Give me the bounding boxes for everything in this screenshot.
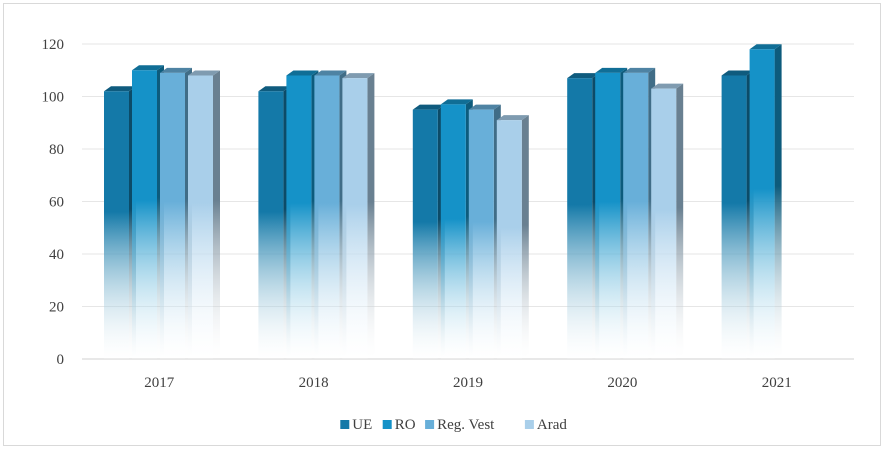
- bars: [104, 44, 782, 359]
- bar: [188, 70, 220, 359]
- bar: [258, 86, 291, 359]
- bar: [104, 86, 136, 359]
- bar: [132, 65, 164, 359]
- bar: [342, 73, 375, 359]
- bar: [749, 44, 782, 359]
- legend-label: UE: [352, 417, 372, 433]
- legend: UE RO Reg. Vest Arad: [340, 417, 567, 433]
- bar: [314, 70, 347, 359]
- y-tick-label: 0: [57, 352, 65, 368]
- bar: [623, 67, 656, 359]
- bar: [496, 115, 529, 359]
- legend-swatch: [340, 420, 350, 429]
- bar: [440, 99, 473, 359]
- legend-label: Arad: [537, 417, 567, 433]
- y-tick-label: 60: [49, 195, 64, 211]
- x-tick-label: 2018: [299, 375, 329, 391]
- x-tick-label: 2020: [607, 375, 637, 391]
- legend-label: RO: [395, 417, 416, 433]
- bar: [468, 104, 501, 359]
- y-axis: 0 20 40 60 80 100 120: [42, 37, 65, 368]
- x-tick-label: 2019: [453, 375, 483, 391]
- legend-item: RO: [382, 417, 416, 433]
- bar: [160, 67, 192, 359]
- legend-label: Reg. Vest: [437, 417, 495, 433]
- legend-item: Arad: [524, 417, 567, 433]
- y-tick-label: 20: [49, 300, 64, 316]
- legend-swatch: [382, 420, 392, 429]
- legend-swatch: [524, 420, 534, 429]
- bar: [567, 73, 600, 359]
- x-tick-label: 2017: [144, 375, 175, 391]
- y-tick-label: 100: [42, 90, 65, 106]
- y-tick-label: 40: [49, 247, 64, 263]
- x-axis: 2017 2018 2019 2020 2021: [144, 375, 792, 391]
- y-tick-label: 120: [42, 37, 65, 53]
- legend-item: Reg. Vest: [425, 417, 495, 433]
- legend-swatch: [425, 420, 435, 429]
- legend-item: UE: [340, 417, 372, 433]
- bar: [595, 67, 628, 359]
- x-tick-label: 2021: [762, 375, 792, 391]
- bar: [286, 70, 319, 359]
- bar: [721, 70, 754, 359]
- bar: [412, 104, 445, 359]
- bar: [651, 83, 684, 359]
- clustered-bar-chart: 0 20 40 60 80 100 120 2017 2018 2019 2020 2021 UE R…: [42, 37, 854, 433]
- chart-frame: 0 20 40 60 80 100 120 2017 2018 2019 2020 2021 UE R…: [3, 3, 881, 446]
- y-tick-label: 80: [49, 142, 64, 158]
